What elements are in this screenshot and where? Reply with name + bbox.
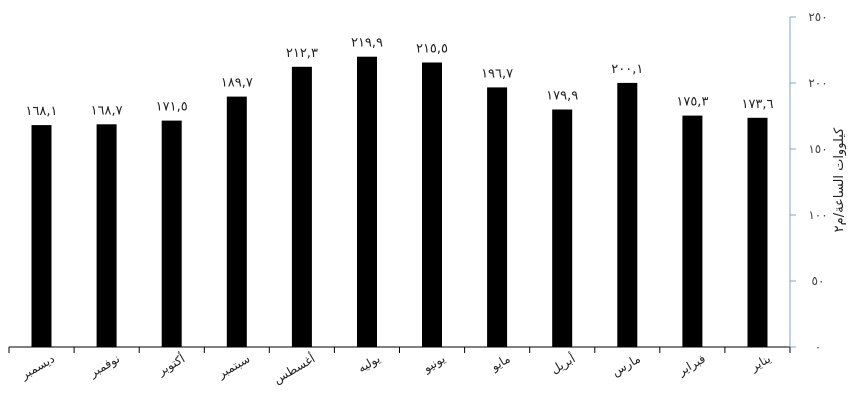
bar-3 xyxy=(617,82,638,348)
bar-7 xyxy=(357,56,377,347)
value-label-3: ٢٠٠,١ xyxy=(611,62,643,77)
category-label-8: أغسطس xyxy=(271,351,318,388)
category-label-2: فبراير xyxy=(675,351,709,379)
category-label-5: مايو xyxy=(488,351,513,374)
y-tick-label: ٥٠ xyxy=(812,274,825,288)
bar-9 xyxy=(226,96,247,347)
category-label-10: أكتوبر xyxy=(154,351,188,380)
y-tick-label: ٢٠٠ xyxy=(808,76,827,90)
bar-5 xyxy=(487,87,508,348)
category-label-3: مارس xyxy=(609,351,643,379)
category-label-9: سبتمبر xyxy=(215,351,253,382)
bars-group xyxy=(31,56,768,348)
value-label-10: ١٧١,٥ xyxy=(156,100,188,115)
value-label-2: ١٧٥,٣ xyxy=(676,95,708,110)
category-labels-group: يناير فبراير مارس أبريل مايو يونيو يوليه أغسطس س… xyxy=(17,351,773,388)
bar-10 xyxy=(161,120,182,347)
y-tick-label: ٠ xyxy=(815,340,821,354)
value-label-5: ١٩٦,٧ xyxy=(481,66,513,81)
bar-4 xyxy=(552,109,573,347)
category-label-4: أبريل xyxy=(548,351,578,378)
bar-11 xyxy=(96,124,117,347)
category-label-1: يناير xyxy=(747,351,773,375)
y-tick-label: ٢٥٠ xyxy=(808,10,827,24)
bar-6 xyxy=(422,62,442,347)
category-label-6: يونيو xyxy=(420,351,448,376)
value-label-4: ١٧٩,٩ xyxy=(546,89,578,104)
value-label-1: ١٧٣,٦ xyxy=(741,97,773,112)
value-label-7: ٢١٩,٩ xyxy=(351,36,383,51)
value-label-6: ٢١٥,٥ xyxy=(416,42,448,57)
category-label-7: يوليه xyxy=(355,351,383,376)
y-tick-label: ١٥٠ xyxy=(808,142,827,156)
category-label-12: ديسمبر xyxy=(17,351,57,383)
value-labels-group: ١٧٣,٦ ١٧٥,٣ ٢٠٠,١ ١٧٩,٩ ١٩٦,٧ ٢١٥,٥ ٢١٩,٩ ٢١٢,٣… xyxy=(25,36,773,119)
category-label-11: نوفمبر xyxy=(86,351,122,381)
bar-1 xyxy=(747,117,768,347)
bar-8 xyxy=(291,66,312,348)
value-label-9: ١٨٩,٧ xyxy=(221,76,253,91)
y-ticks-group: ٠ ٥٠ ١٠٠ ١٥٠ ٢٠٠ ٢٥٠ xyxy=(790,10,828,354)
bar-12 xyxy=(31,125,52,347)
value-label-8: ٢١٢,٣ xyxy=(286,46,318,61)
value-label-11: ١٦٨,٧ xyxy=(91,103,123,118)
axes-group xyxy=(8,17,791,353)
bar-2 xyxy=(682,115,703,347)
y-tick-label: ١٠٠ xyxy=(808,208,827,222)
value-label-12: ١٦٨,١ xyxy=(25,104,57,119)
y-axis-label: كيلووات الساعة/م٢ xyxy=(832,127,847,232)
